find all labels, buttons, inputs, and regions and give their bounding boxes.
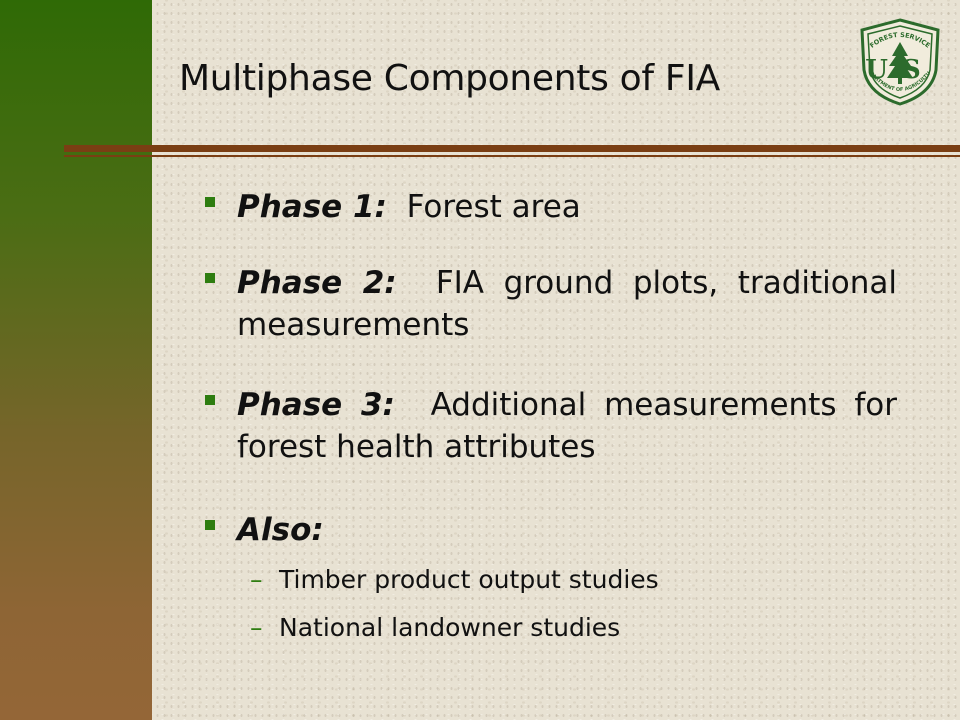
sub-bullet-text: National landowner studies [279,613,621,642]
bullet-text: Phase 3: Additional measurements for for… [237,384,897,468]
sub-bullet-timber: – Timber product output studies [250,563,659,597]
bullet-body: Forest area [406,189,581,225]
sub-bullet-text: Timber product output studies [279,565,659,594]
bullet-label: Phase 1: [237,189,387,225]
forest-service-logo: FOREST SERVICE US DEPARTMENT OF AGRICULT… [858,18,940,106]
bullet-text: Phase 1: Forest area [237,186,897,228]
bullet-square-icon [205,273,215,283]
bullet-label: Phase 3: [237,387,395,423]
bullet-body: FIA ground plots, traditional measuremen… [237,265,897,343]
bullet-square-icon [205,395,215,405]
dash-icon: – [250,613,263,642]
title-rule-thin [64,155,960,157]
sub-bullet-landowner: – National landowner studies [250,611,620,645]
bullet-square-icon [205,520,215,530]
title-rule-thick [64,145,960,152]
bullet-text: Phase 2: FIA ground plots, traditional m… [237,262,897,346]
bullet-label: Also: [237,512,324,548]
sidebar-gradient [0,0,152,720]
bullet-body: Additional measurements for forest healt… [237,387,897,465]
bullet-square-icon [205,197,215,207]
dash-icon: – [250,565,263,594]
bullet-text: Also: [237,509,897,551]
bullet-label: Phase 2: [237,265,397,301]
slide-title: Multiphase Components of FIA [179,58,720,99]
tree-icon [887,42,913,84]
